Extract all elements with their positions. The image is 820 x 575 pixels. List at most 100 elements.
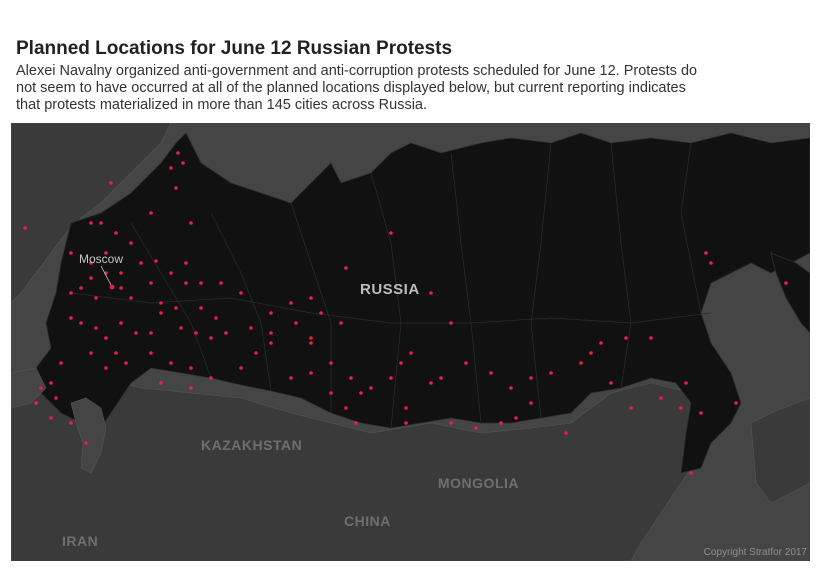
protest-marker (699, 411, 703, 415)
protest-marker (389, 376, 393, 380)
protest-marker (309, 296, 313, 300)
protest-marker (194, 331, 198, 335)
protest-marker (429, 381, 433, 385)
label-china: CHINA (344, 513, 391, 529)
protest-marker (369, 386, 373, 390)
protest-marker (69, 251, 73, 255)
protest-marker (214, 316, 218, 320)
protest-marker (474, 426, 478, 430)
protest-marker (49, 381, 53, 385)
protest-marker (89, 261, 93, 265)
protest-marker (189, 366, 193, 370)
protest-marker (174, 306, 178, 310)
label-moscow: Moscow (79, 252, 124, 266)
protest-marker (34, 401, 38, 405)
protest-marker (134, 331, 138, 335)
protest-marker (219, 281, 223, 285)
protest-marker (159, 301, 163, 305)
protest-marker (23, 226, 27, 230)
protest-marker (514, 416, 518, 420)
protest-marker (529, 376, 533, 380)
protest-marker (489, 371, 493, 375)
protest-marker (449, 321, 453, 325)
protest-marker (184, 281, 188, 285)
kamchatka-land (770, 252, 810, 334)
protest-marker (104, 336, 108, 340)
protest-marker (69, 421, 73, 425)
protest-marker (679, 406, 683, 410)
southern-land (11, 372, 712, 561)
protest-marker (109, 181, 113, 185)
protest-marker (294, 321, 298, 325)
protest-marker (784, 281, 788, 285)
protest-marker (689, 471, 693, 475)
protest-marker (464, 361, 468, 365)
protest-marker (159, 311, 163, 315)
protest-marker (119, 286, 123, 290)
protest-marker (359, 391, 363, 395)
protest-marker (169, 361, 173, 365)
protest-marker (79, 286, 83, 290)
protest-marker (709, 261, 713, 265)
protest-marker (179, 326, 183, 330)
protest-marker (184, 261, 188, 265)
protest-marker (124, 361, 128, 365)
protest-marker (329, 391, 333, 395)
protest-marker (181, 161, 185, 165)
protest-marker (154, 259, 158, 263)
protest-marker (319, 311, 323, 315)
protest-marker (79, 321, 83, 325)
protest-marker (449, 421, 453, 425)
protest-marker (309, 371, 313, 375)
protest-marker (89, 221, 93, 225)
protest-marker (404, 406, 408, 410)
protest-marker (734, 401, 738, 405)
protest-marker (349, 376, 353, 380)
protest-marker (309, 341, 313, 345)
protest-marker (199, 281, 203, 285)
scandinavia-land (11, 123, 172, 304)
protest-marker (149, 351, 153, 355)
moscow-marker (109, 284, 115, 290)
protest-marker (149, 331, 153, 335)
protest-marker (289, 376, 293, 380)
protest-marker (114, 351, 118, 355)
protest-marker (174, 186, 178, 190)
protest-marker (119, 271, 123, 275)
protest-marker (254, 351, 258, 355)
protest-marker (629, 406, 633, 410)
protest-marker (94, 326, 98, 330)
protest-marker (269, 341, 273, 345)
protest-marker (224, 331, 228, 335)
protest-marker (69, 291, 73, 295)
label-mongolia: MONGOLIA (438, 475, 519, 491)
protest-marker (39, 386, 43, 390)
protest-marker (269, 331, 273, 335)
protest-marker (54, 396, 58, 400)
protest-marker (404, 421, 408, 425)
moscow-pointer-line (100, 265, 112, 286)
protest-marker (624, 336, 628, 340)
protest-marker (199, 306, 203, 310)
label-iran: IRAN (62, 533, 99, 549)
label-russia: RUSSIA (360, 281, 420, 298)
protest-marker (344, 266, 348, 270)
protest-marker (329, 361, 333, 365)
protest-marker (659, 396, 663, 400)
protest-marker (169, 166, 173, 170)
protest-marker (409, 351, 413, 355)
caspian-sea (70, 397, 107, 474)
protest-marker (49, 416, 53, 420)
protest-marker (704, 251, 708, 255)
protest-marker (389, 231, 393, 235)
protest-marker (429, 291, 433, 295)
protest-marker (69, 316, 73, 320)
protest-marker (139, 261, 143, 265)
region-borders (70, 142, 712, 429)
map-area[interactable]: RUSSIA KAZAKHSTAN MONGOLIA CHINA IRAN Mo… (11, 123, 810, 561)
protest-marker (439, 376, 443, 380)
protest-marker (564, 431, 568, 435)
protest-marker (549, 371, 553, 375)
protest-marker (249, 326, 253, 330)
protest-marker (94, 296, 98, 300)
